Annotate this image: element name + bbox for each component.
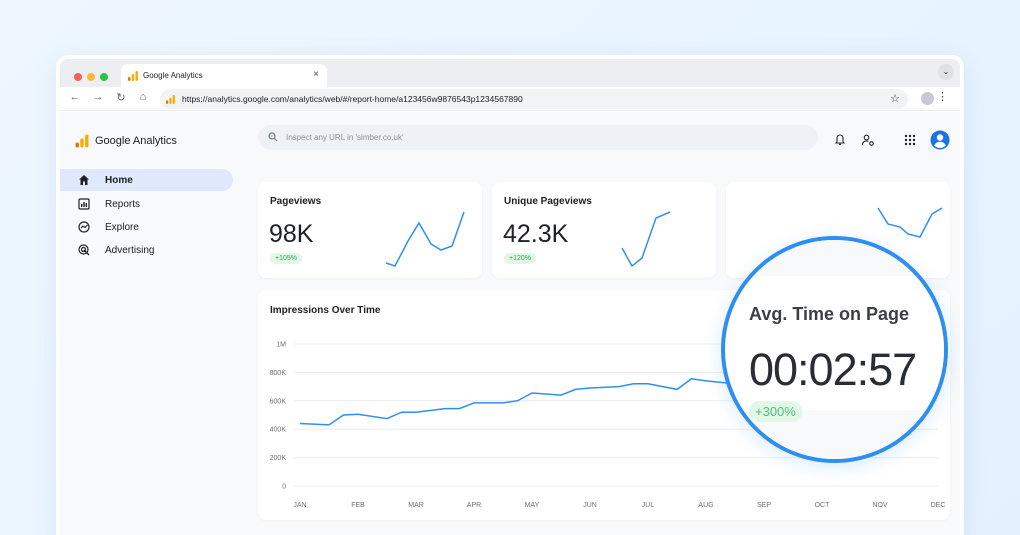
forward-icon[interactable]: →: [92, 91, 104, 103]
brand[interactable]: Google Analytics: [75, 134, 177, 148]
x-tick-label: JAN: [293, 502, 306, 509]
back-icon[interactable]: ←: [69, 91, 81, 103]
search-icon: [268, 131, 278, 144]
sidebar-item-label: Advertising: [105, 244, 155, 256]
x-tick-label: MAY: [525, 502, 540, 509]
x-tick-label: AUG: [698, 502, 713, 509]
pageviews-sparkline: [385, 211, 465, 267]
sidebar-item-label: Home: [105, 174, 133, 186]
unique-pageviews-sparkline: [621, 211, 671, 268]
address-bar[interactable]: https://analytics.google.com/analytics/w…: [160, 89, 908, 109]
tab-close-icon[interactable]: ×: [313, 69, 319, 80]
site-favicon-icon: [166, 94, 175, 104]
x-tick-label: NOV: [872, 502, 888, 509]
zoomed-card-title: Avg. Time on Page: [749, 304, 910, 324]
brand-name: Google Analytics: [95, 135, 177, 147]
pageviews-card[interactable]: Pageviews 98K +105%: [258, 182, 482, 278]
browser-window: Google Analytics × ⌄ ← → ↻ ⌂ https://ana…: [56, 55, 964, 535]
sidebar-item-label: Reports: [105, 198, 141, 210]
advertising-icon: [77, 243, 91, 257]
card-value: 42.3K: [503, 220, 569, 248]
url-text: https://analytics.google.com/analytics/w…: [182, 94, 523, 104]
bookmark-star-icon[interactable]: ☆: [890, 93, 900, 105]
x-tick-label: DEC: [931, 502, 946, 509]
y-tick-label: 1M: [276, 342, 286, 349]
manage-access-icon[interactable]: [861, 133, 875, 147]
reports-icon: [77, 197, 91, 211]
card-title: Unique Pageviews: [504, 196, 592, 207]
x-tick-label: APR: [467, 502, 481, 509]
browser-menu-icon[interactable]: ⋮: [937, 91, 948, 103]
x-tick-label: MAR: [408, 502, 424, 509]
reload-icon[interactable]: ↻: [116, 92, 126, 104]
browser-profile-avatar[interactable]: [921, 92, 934, 105]
account-avatar-icon[interactable]: [930, 130, 950, 150]
x-tick-label: JUN: [583, 502, 597, 509]
maximize-window-button[interactable]: [100, 73, 108, 81]
card-title: Pageviews: [270, 196, 322, 207]
card-value: 98K: [269, 220, 314, 248]
avg-time-sparkline: [877, 207, 943, 238]
home-page-icon[interactable]: ⌂: [139, 91, 147, 103]
google-analytics-logo-icon: [75, 134, 89, 148]
x-tick-label: OCT: [815, 502, 831, 509]
zoomed-card-value: 00:02:57: [749, 344, 917, 395]
y-tick-label: 800K: [270, 370, 287, 377]
tab-title: Google Analytics: [143, 71, 203, 80]
y-tick-label: 600K: [270, 398, 287, 405]
chart-title: Impressions Over Time: [270, 305, 381, 316]
x-tick-label: SEP: [757, 502, 771, 509]
google-analytics-icon: [128, 70, 138, 81]
tabs-dropdown-icon[interactable]: ⌄: [938, 64, 954, 80]
notifications-bell-icon[interactable]: [833, 133, 847, 147]
tab-strip: Google Analytics × ⌄: [60, 59, 960, 87]
explore-icon: [77, 220, 91, 234]
y-tick-label: 0: [282, 484, 286, 491]
x-tick-label: JUL: [642, 502, 655, 509]
sidebar-item-explore[interactable]: Explore: [60, 216, 233, 238]
browser-toolbar: ← → ↻ ⌂ https://analytics.google.com/ana…: [60, 87, 960, 111]
unique-pageviews-card[interactable]: Unique Pageviews 42.3K +120%: [492, 182, 716, 278]
apps-grid-icon[interactable]: [903, 133, 917, 147]
x-tick-label: FEB: [351, 502, 365, 509]
card-change-badge: +120%: [504, 253, 536, 264]
sidebar-item-label: Explore: [105, 221, 139, 233]
card-change-badge: +105%: [270, 253, 302, 264]
magnifier-background: [725, 240, 944, 276]
home-icon: [77, 173, 91, 187]
search-placeholder: Inspect any URL in 'simber.co.uk': [286, 133, 404, 142]
sidebar-item-advertising[interactable]: Advertising: [60, 239, 233, 261]
minimize-window-button[interactable]: [87, 73, 95, 81]
sidebar: Google Analytics Home Reports Explore: [60, 112, 248, 535]
browser-tab[interactable]: Google Analytics ×: [121, 64, 327, 87]
close-window-button[interactable]: [74, 73, 82, 81]
sidebar-item-reports[interactable]: Reports: [60, 193, 233, 215]
search-input[interactable]: Inspect any URL in 'simber.co.uk': [258, 125, 818, 150]
sidebar-item-home[interactable]: Home: [60, 169, 233, 191]
y-tick-label: 200K: [270, 455, 287, 462]
y-tick-label: 400K: [270, 427, 287, 434]
zoom-magnifier: Avg. Time on Page 00:02:57 +300%: [721, 236, 948, 463]
analytics-app: Google Analytics Home Reports Explore: [60, 112, 960, 535]
zoomed-card-change-badge: +300%: [749, 401, 802, 422]
